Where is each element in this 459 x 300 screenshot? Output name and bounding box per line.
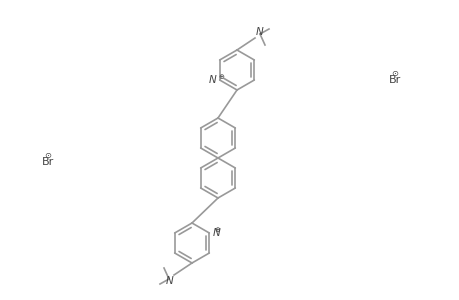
- Text: ⊙: ⊙: [45, 151, 51, 160]
- Text: N: N: [256, 27, 263, 37]
- Text: ⊕: ⊕: [214, 227, 220, 233]
- Text: Br: Br: [388, 75, 400, 85]
- Text: Br: Br: [42, 157, 54, 167]
- Text: ⊙: ⊙: [391, 68, 397, 77]
- Text: ⊕: ⊕: [218, 74, 224, 80]
- Text: N: N: [212, 228, 219, 238]
- Text: N: N: [208, 75, 216, 85]
- Text: N: N: [165, 276, 173, 286]
